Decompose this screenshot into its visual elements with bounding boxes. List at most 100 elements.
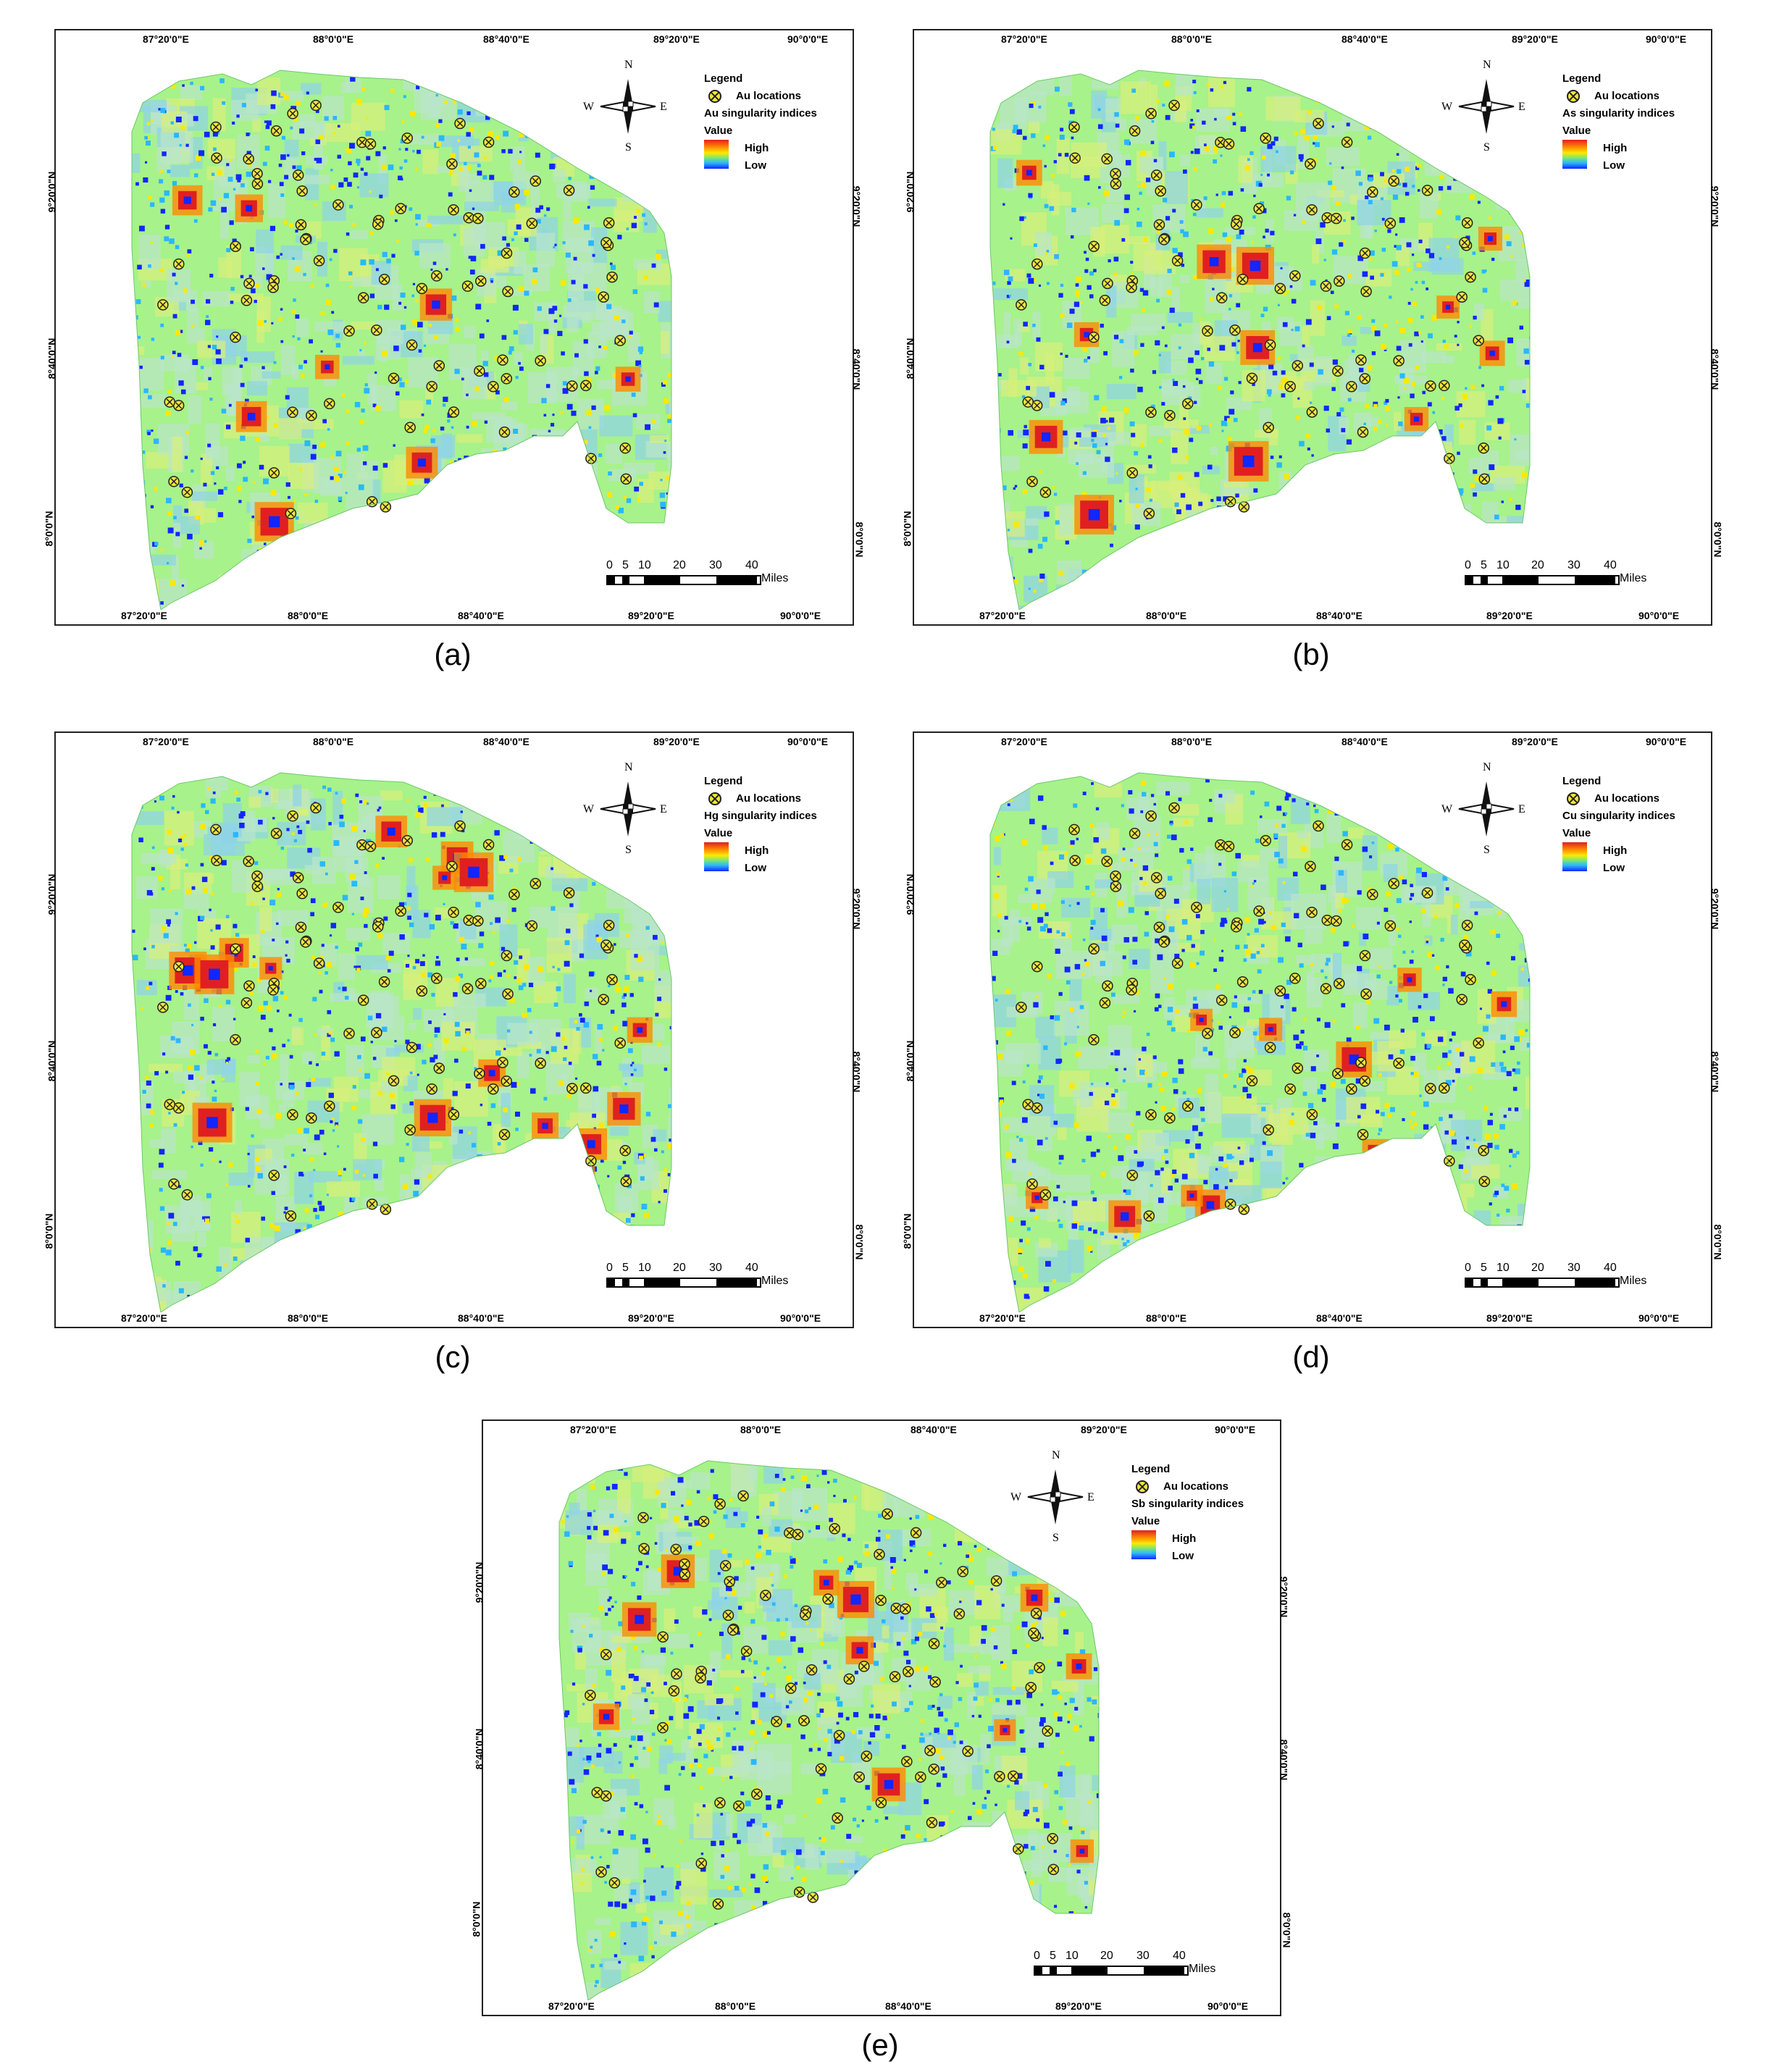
au-location-point [1305, 860, 1316, 873]
map-frame: 87°20'0"E 88°0'0"E 88°40'0"E 89°20'0"E 9… [471, 1419, 1292, 2016]
au-location-point [924, 1745, 936, 1756]
au-location-point [798, 1715, 810, 1727]
au-location-point [638, 1543, 650, 1554]
lat-tick-left: 9°20'0"N [904, 171, 916, 213]
legend-ramp-row: High Low [1562, 140, 1675, 172]
au-location-point [608, 1877, 621, 1889]
au-location-point [1008, 1770, 1019, 1782]
scale-label: 10 [1497, 1262, 1510, 1274]
au-location-point [454, 820, 466, 832]
au-location-point [1102, 980, 1113, 992]
au-location-point [433, 360, 445, 372]
lon-tick-bottom: 88°0'0"E [1146, 1312, 1187, 1324]
au-location-point [1099, 997, 1111, 1009]
compass-w: W [583, 101, 595, 113]
au-location-point [1331, 212, 1342, 225]
au-location-point [1164, 1112, 1176, 1124]
au-location-point [251, 168, 263, 180]
au-location-point [501, 247, 513, 259]
scale-label: 40 [1604, 1262, 1617, 1274]
lon-tick-top: 90°0'0"E [787, 33, 829, 45]
scale-label: 40 [1173, 1950, 1186, 1962]
au-location-point [1334, 275, 1345, 287]
au-location-point [1355, 1057, 1367, 1068]
au-location-point [173, 258, 185, 270]
legend-low-label: Low [1603, 159, 1625, 172]
au-location-point [1292, 360, 1304, 372]
legend-title: Legend [1562, 72, 1602, 85]
au-location-point [1126, 282, 1137, 293]
lat-tick-right: 9°20'0"N [850, 185, 863, 227]
lon-tick-top: 87°20'0"E [1001, 736, 1047, 747]
scale-label: 40 [745, 559, 758, 571]
au-location-point [853, 1771, 865, 1783]
au-location-point [1260, 133, 1271, 144]
au-location-point [695, 1858, 708, 1869]
lon-tick-bottom: 88°0'0"E [715, 2000, 756, 2012]
au-location-point [395, 905, 406, 917]
au-location-point [482, 839, 495, 851]
scale-label: 20 [1531, 559, 1544, 571]
au-location-point [448, 406, 460, 418]
au-location-point [1388, 175, 1399, 187]
au-location-point [1069, 152, 1081, 164]
au-location-point [1215, 839, 1226, 851]
scale-label: 30 [1567, 1262, 1581, 1274]
au-location-point [508, 889, 520, 900]
legend-low-label: Low [1172, 1550, 1194, 1562]
au-location-point [364, 841, 377, 852]
au-location-point [404, 421, 416, 433]
lon-tick-bottom: 88°40'0"E [458, 1312, 504, 1324]
lon-tick-top: 88°40'0"E [1341, 33, 1388, 45]
legend-high-label: High [745, 142, 769, 154]
au-location-point [591, 1787, 603, 1798]
au-location-point [529, 175, 541, 187]
au-location-point [251, 871, 263, 882]
lon-tick-top: 88°0'0"E [1171, 33, 1213, 45]
au-location-point [1047, 1863, 1060, 1876]
au-location-point [324, 398, 335, 410]
au-location-point [1101, 855, 1113, 868]
singularity-raster-map [558, 1460, 1100, 2000]
au-location-point [1264, 339, 1276, 351]
lon-tick-bottom: 88°0'0"E [1146, 610, 1187, 621]
au-location-point [874, 1548, 885, 1561]
au-location-symbol-icon [1567, 90, 1580, 103]
au-location-point [1202, 325, 1213, 337]
au-location-point [243, 980, 255, 992]
au-location-point [1274, 985, 1286, 997]
au-location-point [1246, 372, 1258, 385]
legend-title: Legend [704, 72, 743, 85]
au-location-point [1034, 1661, 1045, 1674]
scale-label: 20 [1531, 1262, 1544, 1274]
scale-bar-segments [1465, 1278, 1620, 1288]
au-location-point [1346, 1083, 1357, 1095]
au-location-point [566, 1083, 578, 1094]
au-location-point [1150, 872, 1163, 884]
ramp-labels: High Low [1603, 140, 1627, 172]
au-location-point [598, 994, 609, 1005]
panel-caption: (d) [1292, 1340, 1330, 1374]
au-location-point [406, 1041, 418, 1054]
compass-e: E [1518, 803, 1525, 815]
compass-w: W [1441, 803, 1453, 815]
au-location-point [268, 467, 280, 479]
au-location-point [406, 339, 418, 351]
au-location-point [1360, 988, 1372, 1000]
au-location-point [1334, 978, 1345, 989]
au-location-point [566, 380, 578, 392]
au-location-point [1355, 354, 1367, 366]
au-location-point [426, 380, 438, 393]
au-location-point [1230, 920, 1242, 933]
au-location-point [1110, 168, 1121, 180]
au-location-point [482, 136, 495, 148]
au-location-point [1439, 379, 1450, 392]
lat-tick-left: 8°40'0"N [473, 1728, 485, 1770]
compass-w: W [1441, 101, 1453, 113]
au-location-point [1478, 1175, 1491, 1188]
lat-tick-right: 8°0'0"N [1712, 521, 1724, 558]
au-location-point [287, 810, 298, 822]
au-location-point [714, 1797, 726, 1809]
lon-tick-top: 89°20'0"E [653, 33, 700, 45]
au-location-point [1393, 355, 1405, 366]
